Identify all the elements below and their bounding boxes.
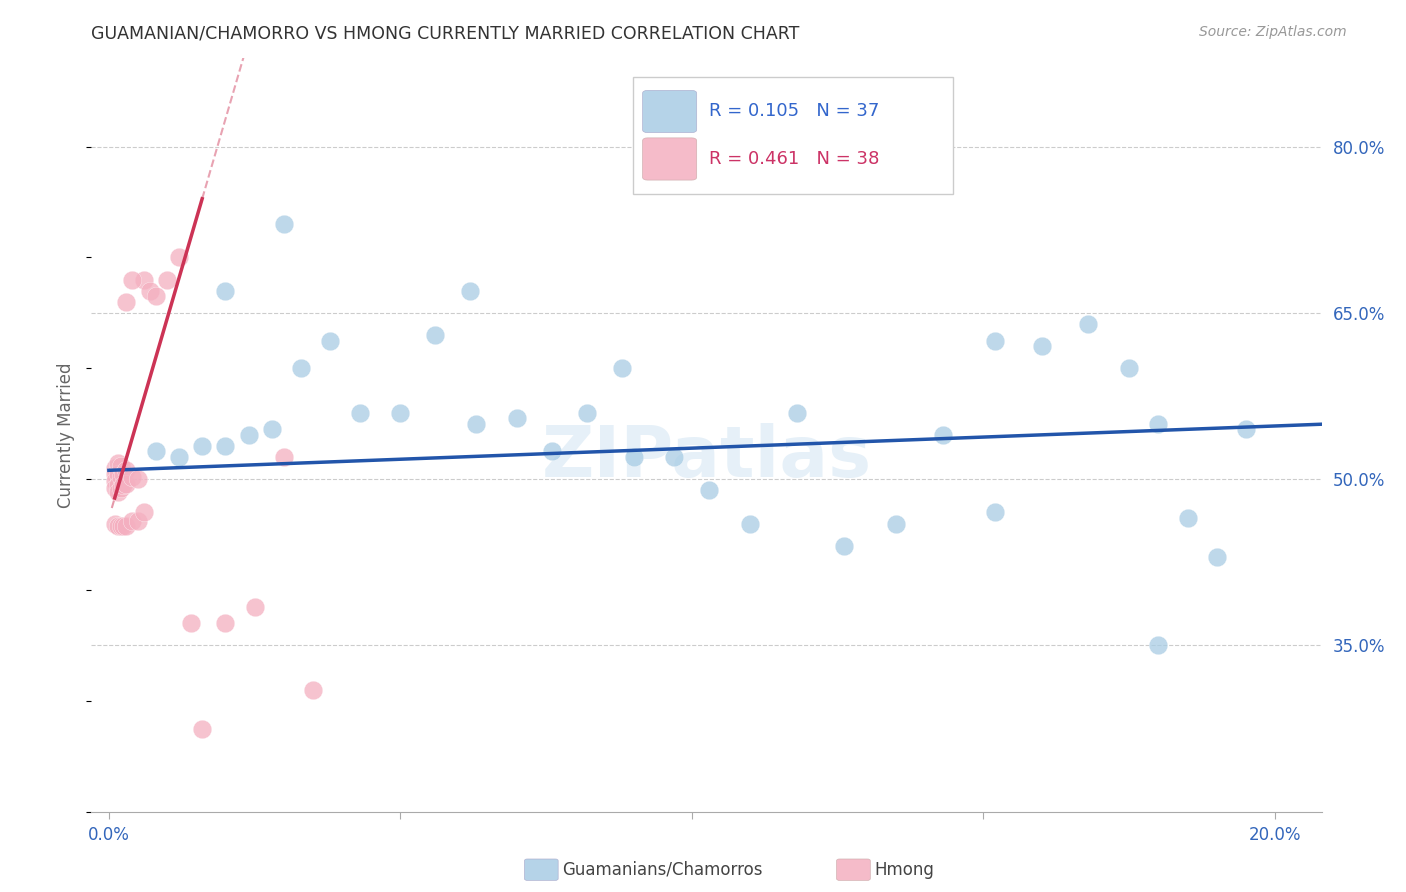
Point xyxy=(302,682,325,697)
Point xyxy=(832,539,855,553)
Point xyxy=(110,481,132,495)
Point xyxy=(290,361,312,376)
Point xyxy=(349,406,371,420)
Point xyxy=(107,477,129,491)
Point xyxy=(104,481,127,495)
Text: R = 0.105   N = 37: R = 0.105 N = 37 xyxy=(709,103,879,120)
Point xyxy=(214,439,236,453)
FancyBboxPatch shape xyxy=(643,90,696,133)
Point xyxy=(110,470,132,484)
Point xyxy=(214,284,236,298)
Point xyxy=(132,505,155,519)
Point xyxy=(1177,511,1199,525)
Point xyxy=(262,422,284,436)
Point xyxy=(104,475,127,489)
Point xyxy=(575,406,598,420)
Point xyxy=(214,616,236,631)
Point xyxy=(238,427,260,442)
Point xyxy=(127,472,149,486)
Point xyxy=(107,518,129,533)
Point xyxy=(1118,361,1140,376)
Point xyxy=(179,616,201,631)
Point xyxy=(1234,422,1257,436)
Point xyxy=(389,406,412,420)
Point xyxy=(1031,339,1053,353)
Text: Source: ZipAtlas.com: Source: ZipAtlas.com xyxy=(1199,25,1347,39)
Point xyxy=(104,461,127,475)
Point xyxy=(319,334,342,348)
Point xyxy=(115,463,138,477)
Text: Guamanians/Chamorros: Guamanians/Chamorros xyxy=(562,861,763,879)
Text: R = 0.461   N = 38: R = 0.461 N = 38 xyxy=(709,150,879,168)
Text: Hmong: Hmong xyxy=(875,861,935,879)
Point xyxy=(664,450,686,464)
Text: GUAMANIAN/CHAMORRO VS HMONG CURRENTLY MARRIED CORRELATION CHART: GUAMANIAN/CHAMORRO VS HMONG CURRENTLY MA… xyxy=(91,25,800,43)
Point xyxy=(112,467,135,481)
Point xyxy=(884,516,907,531)
Point xyxy=(425,328,447,343)
Point xyxy=(460,284,482,298)
Point xyxy=(541,444,564,458)
Point xyxy=(145,289,167,303)
Point xyxy=(121,273,143,287)
Y-axis label: Currently Married: Currently Married xyxy=(58,362,76,508)
Point xyxy=(1077,317,1099,331)
Point xyxy=(107,467,129,481)
Point xyxy=(243,599,266,614)
Point xyxy=(273,450,295,464)
FancyBboxPatch shape xyxy=(633,77,952,194)
Point xyxy=(112,518,135,533)
Point xyxy=(115,518,138,533)
Point xyxy=(610,361,633,376)
Point xyxy=(1147,417,1170,431)
Point xyxy=(115,294,138,309)
Point xyxy=(138,284,160,298)
Point xyxy=(984,334,1007,348)
Point xyxy=(127,514,149,528)
Point xyxy=(121,470,143,484)
Point xyxy=(623,450,645,464)
Point xyxy=(786,406,808,420)
Point xyxy=(110,458,132,473)
Point xyxy=(107,485,129,500)
Point xyxy=(112,477,135,491)
Point xyxy=(1147,639,1170,653)
Point xyxy=(191,439,214,453)
Point xyxy=(167,251,190,265)
Point xyxy=(984,505,1007,519)
Point xyxy=(145,444,167,458)
Point xyxy=(121,514,143,528)
Point xyxy=(931,427,953,442)
Point xyxy=(107,456,129,470)
Point xyxy=(191,722,214,736)
FancyBboxPatch shape xyxy=(643,138,696,180)
Point xyxy=(699,483,721,498)
Point xyxy=(104,516,127,531)
Point xyxy=(132,273,155,287)
Text: ZIPatlas: ZIPatlas xyxy=(541,423,872,492)
Point xyxy=(273,217,295,231)
Point xyxy=(115,476,138,491)
Point xyxy=(465,417,488,431)
Point xyxy=(167,450,190,464)
Point xyxy=(740,516,762,531)
Point xyxy=(506,411,529,425)
Point xyxy=(104,467,127,481)
Point xyxy=(156,273,179,287)
Point xyxy=(110,518,132,533)
Point xyxy=(1205,549,1227,564)
